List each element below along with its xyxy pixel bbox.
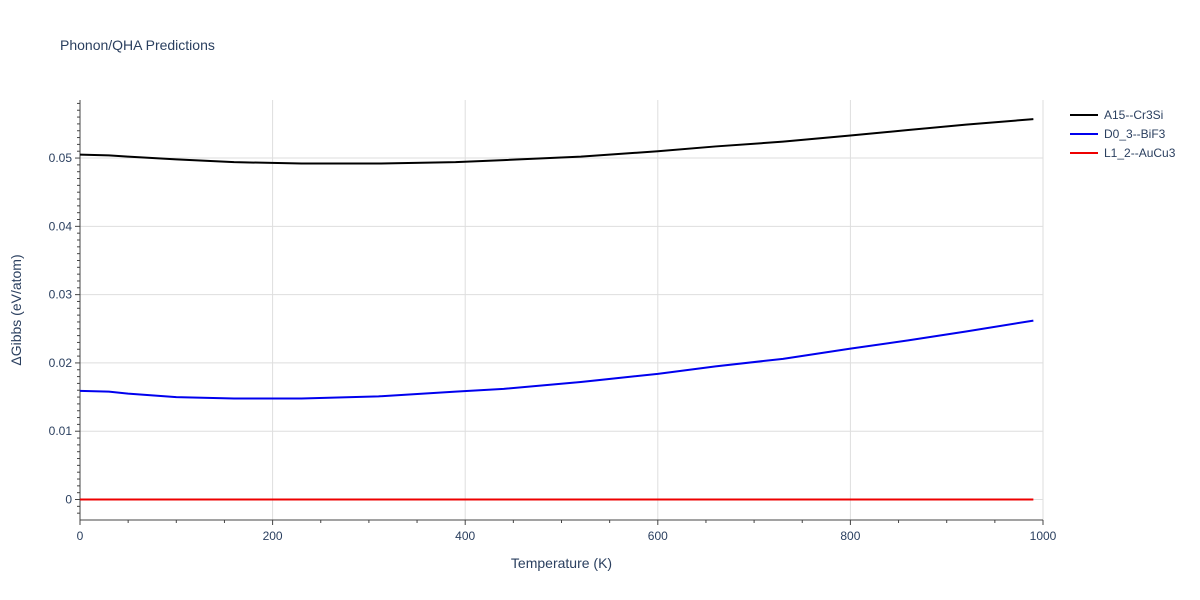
- legend-item[interactable]: L1_2--AuCu3: [1070, 146, 1176, 160]
- series-lines: [79, 118, 1034, 501]
- x-tick-label: 400: [455, 529, 475, 543]
- legend-item[interactable]: A15--Cr3Si: [1070, 108, 1163, 122]
- x-tick-label: 800: [840, 529, 860, 543]
- y-tick-label: 0: [65, 493, 72, 507]
- x-axis-title: Temperature (K): [511, 555, 612, 571]
- x-tick-label: 600: [648, 529, 668, 543]
- y-axis-title: ΔGibbs (eV/atom): [8, 254, 24, 365]
- legend-label: A15--Cr3Si: [1104, 108, 1163, 122]
- x-tick-labels: 0 200 400 600 800 1000: [77, 529, 1057, 543]
- y-tick-label: 0.04: [49, 219, 73, 233]
- x-gridlines: [272, 100, 1044, 520]
- legend-item[interactable]: D0_3--BiF3: [1070, 127, 1166, 141]
- axes: [75, 100, 1044, 525]
- y-tick-label: 0.03: [49, 288, 73, 302]
- x-tick-label: 0: [77, 529, 84, 543]
- series-line-2: [79, 319, 1034, 400]
- chart-title: Phonon/QHA Predictions: [60, 37, 215, 53]
- y-tick-labels: 0 0.01 0.02 0.03 0.04 0.05: [49, 151, 73, 506]
- x-tick-label: 200: [263, 529, 283, 543]
- y-tick-label: 0.02: [49, 356, 73, 370]
- legend-label: L1_2--AuCu3: [1104, 146, 1176, 160]
- y-tick-label: 0.05: [49, 151, 73, 165]
- legend[interactable]: A15--Cr3Si D0_3--BiF3 L1_2--AuCu3: [1070, 108, 1176, 160]
- y-tick-label: 0.01: [49, 424, 73, 438]
- x-tick-label: 1000: [1030, 529, 1057, 543]
- legend-label: D0_3--BiF3: [1104, 127, 1166, 141]
- y-gridlines: [80, 157, 1043, 501]
- series-line-1: [79, 118, 1034, 165]
